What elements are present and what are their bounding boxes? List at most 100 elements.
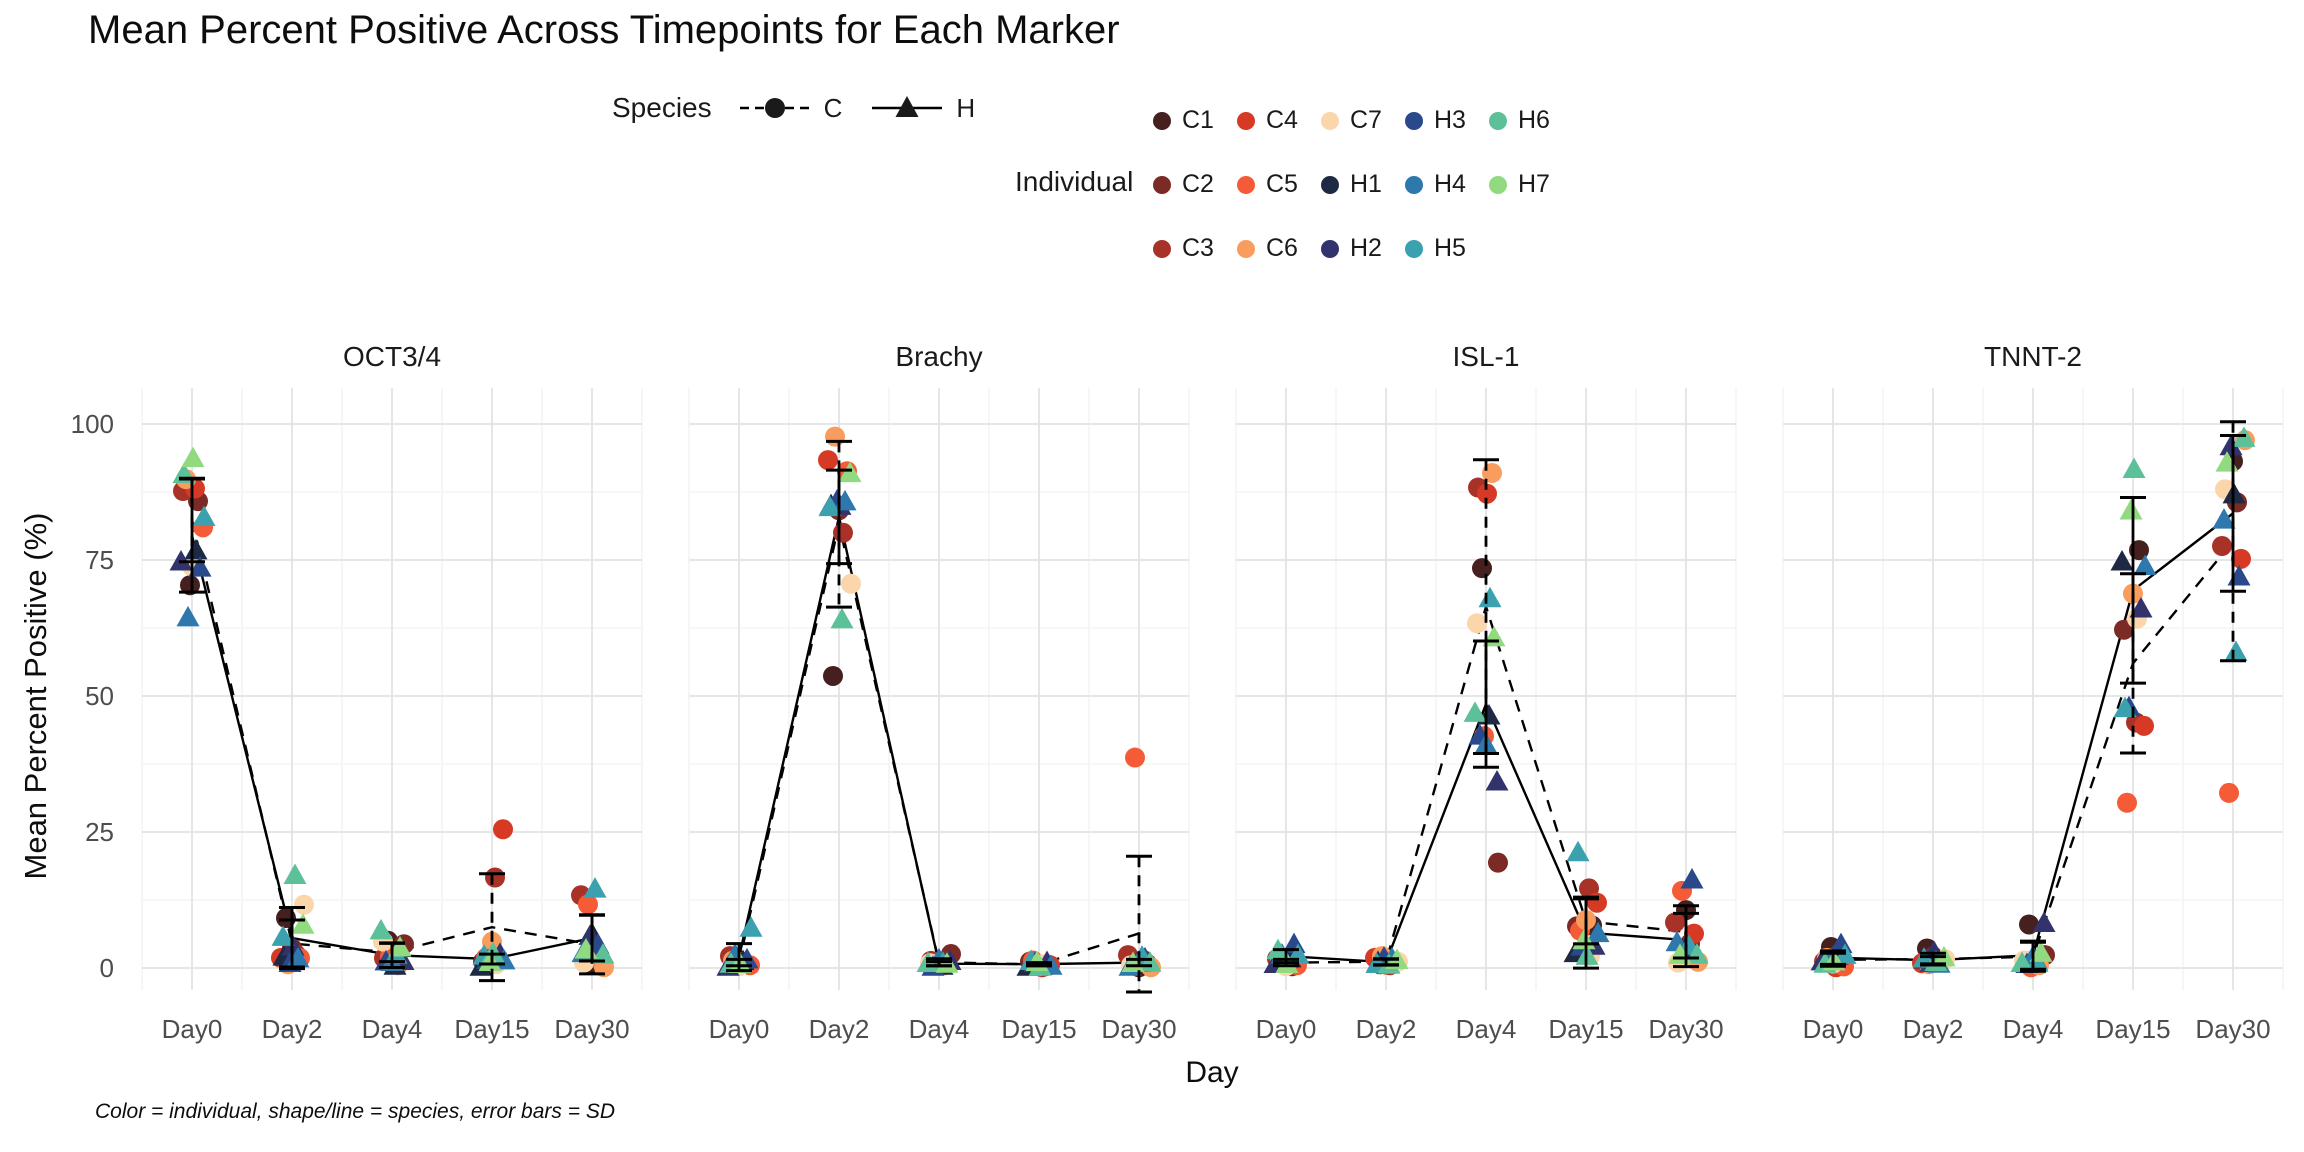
x-tick-label: Day15	[1548, 1014, 1623, 1044]
x-tick-label: Day0	[709, 1014, 770, 1044]
x-tick-label: Day30	[1648, 1014, 1723, 1044]
point-C4	[818, 450, 838, 471]
color-dot-icon	[1237, 239, 1255, 258]
point-H5	[583, 877, 607, 898]
x-tick-label: Day4	[909, 1014, 970, 1044]
y-tick-label: 75	[85, 545, 114, 575]
point-H4	[1586, 921, 1610, 943]
facet-panel-TNNT-2: TNNT-2 Day0 Day2 Day4 Day15 Day30	[1782, 341, 2284, 1044]
individual-key-label: C4	[1266, 106, 1298, 134]
point-H1	[184, 538, 208, 560]
species-key-H: H	[870, 93, 975, 124]
individual-key-C1: C1	[1153, 106, 1214, 135]
point-C5	[2219, 782, 2239, 803]
x-axis-title: Day	[1185, 1056, 1239, 1089]
individual-key-H3: H3	[1405, 106, 1466, 135]
point-H1	[2110, 550, 2134, 571]
point-C1	[1472, 558, 1492, 579]
chart-caption: Color = individual, shape/line = species…	[95, 1100, 616, 1123]
species-key-glyph-H	[872, 96, 943, 117]
point-H4	[2133, 554, 2157, 575]
point-H4	[176, 605, 200, 627]
point-H7	[2119, 499, 2143, 520]
point-C4	[2231, 548, 2251, 569]
point-C4	[2134, 715, 2154, 736]
point-H5	[1566, 840, 1590, 862]
x-tick-label: Day4	[362, 1014, 423, 1044]
x-tick-label: Day4	[1456, 1014, 1517, 1044]
point-C7	[1467, 613, 1487, 634]
color-dot-icon	[1153, 175, 1171, 194]
individual-key-label: C6	[1266, 234, 1298, 262]
individual-key-label: C2	[1182, 170, 1214, 198]
point-H5	[818, 495, 842, 517]
point-H6	[2122, 457, 2146, 479]
y-tick-label: 50	[85, 681, 114, 711]
y-tick-label: 0	[100, 953, 114, 983]
color-dot-icon	[1153, 239, 1171, 258]
point-H6	[283, 863, 307, 885]
individual-key-label: C3	[1182, 234, 1214, 262]
color-dot-icon	[1237, 175, 1255, 194]
point-C7	[294, 894, 314, 915]
x-tick-label: Day30	[1101, 1014, 1176, 1044]
y-tick-label: 25	[85, 817, 114, 847]
individual-key-H7: H7	[1489, 170, 1550, 199]
color-dot-icon	[1489, 175, 1507, 194]
individual-key-label: C7	[1350, 106, 1382, 134]
point-H7	[291, 913, 315, 934]
point-C4	[493, 819, 513, 840]
point-H3	[1680, 867, 1704, 889]
x-tick-label: Day15	[1001, 1014, 1076, 1044]
point-C2	[1488, 852, 1508, 873]
x-tick-label: Day2	[262, 1014, 323, 1044]
point-H7	[181, 446, 205, 468]
individual-key-H6: H6	[1489, 106, 1550, 135]
facet-title: TNNT-2	[1984, 341, 2082, 372]
species-legend-title: Species	[612, 92, 712, 123]
point-C3	[1665, 912, 1685, 933]
color-dot-icon	[1405, 111, 1423, 130]
point-C3	[485, 867, 505, 888]
species-key-label: C	[823, 92, 843, 123]
point-C3	[833, 522, 853, 543]
x-tick-label: Day2	[1356, 1014, 1417, 1044]
color-dot-icon	[1321, 175, 1339, 194]
point-C1	[180, 575, 200, 596]
point-H5	[2224, 640, 2248, 661]
color-dot-icon	[1321, 111, 1339, 130]
individual-key-label: H7	[1518, 170, 1550, 198]
x-tick-label: Day30	[2195, 1014, 2270, 1044]
individual-key-label: H1	[1350, 170, 1382, 198]
individual-key-C3: C3	[1153, 234, 1214, 263]
point-H2	[2219, 434, 2243, 456]
x-tick-label: Day15	[454, 1014, 529, 1044]
facet-panel-ISL-1: ISL-1 Day0 Day2 Day4 Day15 Day30	[1235, 341, 1737, 1044]
individual-key-C6: C6	[1237, 234, 1298, 263]
mean-line-C	[737, 523, 1140, 966]
triangle-marker-icon	[895, 96, 919, 117]
point-C5	[2117, 792, 2137, 813]
x-tick-label: Day30	[554, 1014, 629, 1044]
species-key-glyph-C	[739, 98, 810, 118]
point-C5	[578, 894, 598, 915]
facet-title: ISL-1	[1453, 341, 1520, 372]
point-C3	[2212, 536, 2232, 557]
color-dot-icon	[1405, 239, 1423, 258]
point-H5	[739, 916, 763, 937]
individual-key-label: C5	[1266, 170, 1298, 198]
point-H5	[271, 925, 295, 946]
point-C6	[825, 426, 845, 447]
point-H2	[2032, 911, 2056, 932]
x-tick-label: Day0	[1803, 1014, 1864, 1044]
point-C1	[823, 665, 843, 686]
facet-title: OCT3/4	[343, 341, 441, 372]
species-key-C: C	[738, 92, 843, 124]
individual-key-C5: C5	[1237, 170, 1298, 199]
color-dot-icon	[1489, 111, 1507, 130]
y-tick-label: 100	[71, 409, 114, 439]
point-C7	[841, 573, 861, 594]
point-H4	[2212, 508, 2236, 529]
